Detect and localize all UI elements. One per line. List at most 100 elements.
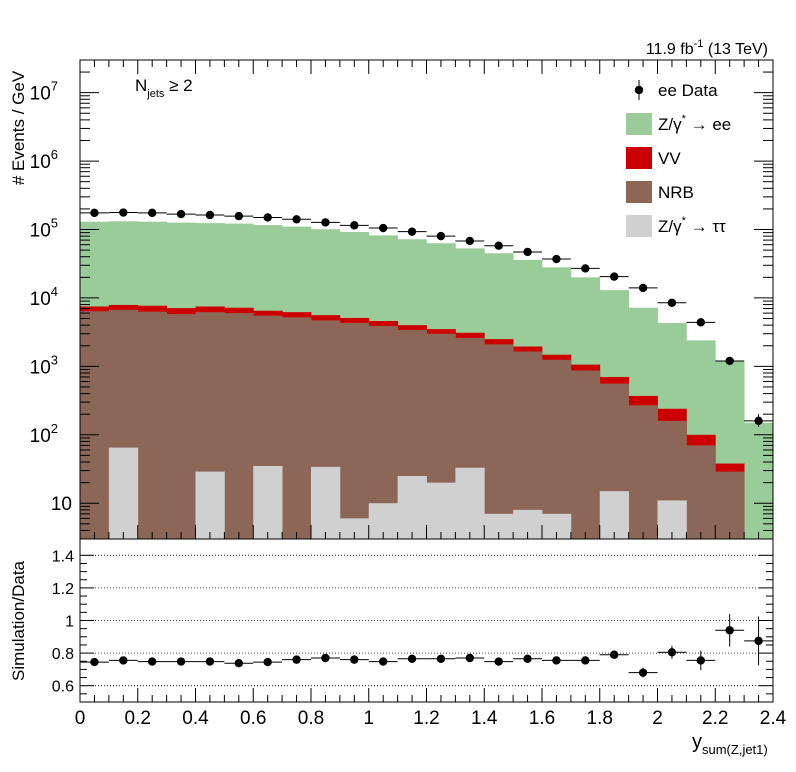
- legend-marker: [634, 85, 644, 95]
- ratio-point: [581, 656, 590, 665]
- bar-nrb: [282, 317, 312, 539]
- ratio-point: [147, 657, 157, 666]
- bar-nrb: [224, 313, 254, 539]
- bar-nrb: [715, 471, 745, 539]
- data-point: [754, 416, 763, 426]
- data-point: [119, 208, 128, 217]
- ratio-point: [552, 656, 561, 665]
- data-point: [725, 356, 734, 366]
- data-point: [205, 210, 215, 220]
- main-panel: 107 106 105 104 103 102 10 # Events / GeV 11.9…: [9, 38, 774, 540]
- ratio-y-tick-label: 1.4: [52, 548, 74, 565]
- y-tick-label: 106: [30, 147, 58, 173]
- legend-label: Z/γ* → ττ: [658, 215, 726, 236]
- data-point: [609, 272, 619, 281]
- x-tick-label: 0.8: [298, 708, 324, 729]
- bar-ztautau: [426, 482, 456, 539]
- ratio-point: [263, 657, 272, 667]
- luminosity-label: 11.9 fb-1 (13 TeV): [646, 38, 768, 58]
- data-point: [176, 209, 186, 219]
- ratio-point: [494, 657, 503, 666]
- legend-swatch: [626, 113, 652, 135]
- ratio-point: [754, 636, 763, 646]
- bar-ztautau: [397, 475, 427, 539]
- bar-zee: [744, 422, 774, 539]
- legend-swatch: [626, 147, 652, 169]
- ratio-point: [436, 654, 446, 664]
- x-tick-label: 2: [652, 708, 663, 729]
- bar-nrb: [484, 344, 514, 539]
- data-point: [638, 283, 648, 293]
- x-tick-label: 1.2: [413, 708, 439, 729]
- bar-ztautau: [253, 465, 283, 539]
- x-tick-label: 2.4: [760, 708, 787, 729]
- x-tick-label: 1.8: [587, 708, 613, 729]
- ratio-y-ticks: 0.6 0.8 1 1.2 1.4: [52, 548, 773, 703]
- x-tick-label: 1.6: [529, 708, 555, 729]
- x-tick-label: 2.2: [702, 708, 728, 729]
- ratio-point: [523, 654, 532, 664]
- bar-ztautau: [455, 467, 485, 539]
- ratio-y-tick-label: 0.6: [52, 679, 74, 696]
- data-point: [494, 241, 503, 250]
- ratio-point: [90, 657, 99, 667]
- ratio-point: [696, 656, 706, 665]
- data-point: [523, 247, 532, 257]
- data-point: [696, 318, 706, 327]
- bar-nrb: [686, 445, 716, 539]
- bar-ztautau: [311, 466, 341, 539]
- ratio-panel: 0.6 0.8 1 1.2 1.4 0 0.2 0.4 0.6 0.8 1 1.2 1.4 1.6 1.8…: [9, 538, 787, 757]
- y-tick-label: 105: [30, 216, 58, 242]
- x-tick-label: 1.4: [471, 708, 498, 729]
- ratio-y-tick-label: 1: [65, 614, 74, 631]
- data-point: [552, 254, 561, 264]
- series-ztautau: [108, 447, 687, 539]
- legend-label: ee Data: [658, 81, 718, 100]
- bar-nrb: [339, 323, 370, 539]
- bar-nrb: [513, 351, 543, 539]
- legend-label: NRB: [658, 183, 694, 202]
- ratio-point: [234, 659, 244, 668]
- legend-entry: ee Data: [634, 80, 718, 100]
- ratio-y-axis-label: Simulation/Data: [9, 560, 28, 681]
- legend-label: Z/γ* → ee: [658, 113, 731, 134]
- main-y-axis-label: # Events / GeV: [9, 70, 28, 185]
- legend-swatch: [626, 215, 652, 237]
- data-point: [581, 264, 590, 273]
- y-tick-label: 104: [30, 284, 58, 310]
- ratio-point: [667, 648, 677, 657]
- ratio-point: [292, 655, 301, 664]
- ratio-point: [465, 653, 475, 663]
- bar-nrb: [628, 405, 658, 539]
- ratio-y-tick-label: 0.8: [52, 646, 74, 663]
- ratio-x-ticks: 0 0.2 0.4 0.6 0.8 1 1.2 1.4 1.6 1.8 2 2.2 2.4: [75, 688, 787, 729]
- bar-nrb: [542, 359, 572, 539]
- x-tick-label: 0.4: [182, 708, 209, 729]
- ratio-point: [638, 668, 648, 677]
- legend: ee Data Z/γ* → ee VV NRB Z/γ* → ττ: [626, 80, 731, 237]
- bar-ztautau: [108, 447, 139, 539]
- y-tick-label: 107: [30, 79, 58, 105]
- data-point: [147, 208, 157, 218]
- data-point: [407, 227, 417, 236]
- ratio-point: [321, 653, 330, 663]
- data-point: [378, 223, 388, 233]
- x-tick-label: 0: [75, 708, 86, 729]
- legend-entry: Z/γ* → ee: [626, 113, 731, 135]
- data-point: [321, 218, 330, 227]
- y-tick-label: 102: [30, 421, 58, 447]
- data-point: [465, 236, 475, 246]
- x-axis-label: ysum(Z,jet1): [692, 731, 768, 757]
- y-tick-label: 10: [51, 494, 72, 515]
- main-y-ticks: 107 106 105 104 103 102 10: [30, 59, 773, 540]
- bar-nrb: [80, 311, 110, 539]
- legend-swatch: [626, 181, 652, 203]
- ratio-point: [205, 657, 215, 666]
- data-point: [292, 215, 301, 224]
- data-point: [234, 211, 244, 221]
- ratio-y-tick-label: 1.2: [52, 581, 74, 598]
- x-tick-label: 0.2: [125, 708, 151, 729]
- data-point: [350, 221, 359, 230]
- ratio-point: [176, 657, 186, 666]
